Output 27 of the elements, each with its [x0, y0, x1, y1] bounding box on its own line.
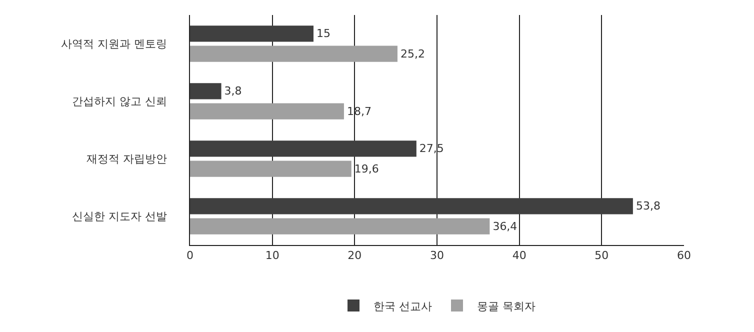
legend-label: 몽골 목회자	[477, 300, 536, 313]
x-tick-label: 30	[430, 249, 444, 262]
data-label: 19,6	[354, 162, 379, 176]
x-tick-label: 20	[348, 249, 362, 262]
y-tick-label: 간섭하지 않고 신뢰	[72, 95, 167, 108]
bar	[190, 140, 416, 157]
y-tick-label: 사역적 지원과 멘토링	[60, 38, 167, 51]
x-tick-label: 0	[186, 249, 194, 262]
data-label: 36,4	[492, 220, 518, 233]
bar	[190, 83, 222, 100]
bar	[190, 160, 352, 177]
x-tick-label: 60	[677, 249, 691, 262]
data-label: 15	[316, 27, 330, 40]
x-tick-label: 50	[594, 249, 609, 262]
x-tick-label: 10	[265, 249, 280, 262]
data-label: 3,8	[224, 84, 242, 98]
y-tick-label: 신실한 지도자 선발	[72, 210, 167, 224]
bar	[190, 46, 398, 62]
y-tick-label: 재정적 자립방안	[86, 152, 167, 166]
data-label: 25,2	[400, 47, 425, 60]
data-label: 53,8	[636, 200, 660, 213]
x-tick-label: 40	[512, 249, 526, 262]
bar	[190, 218, 490, 234]
bar	[190, 198, 633, 214]
legend-label: 한국 선교사	[374, 300, 432, 313]
bar	[190, 26, 314, 42]
bar	[190, 103, 344, 120]
